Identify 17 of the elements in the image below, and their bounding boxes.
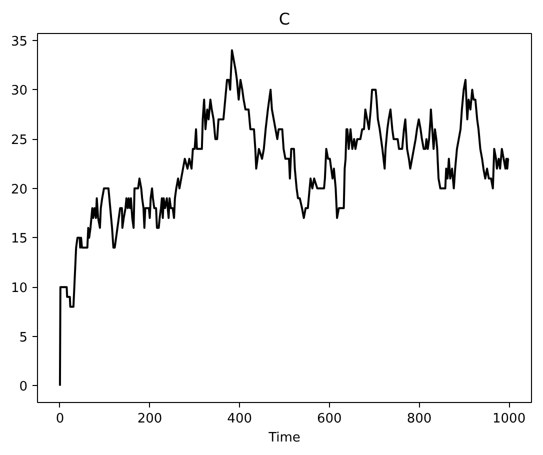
y-tick-label: 30 [10,84,28,99]
x-tick-label: 1000 [492,412,526,426]
y-tick-label: 25 [10,133,28,148]
x-tick-label: 200 [137,412,162,426]
y-tick-label: 5 [19,330,28,346]
x-tick-label: 400 [227,412,252,426]
chart-title: C [278,10,290,28]
line-series [58,49,510,387]
x-axis-title: Time [268,430,300,446]
y-tick-label: 10 [10,281,28,296]
y-tick-label: 15 [10,232,28,247]
y-tick-label: 0 [19,380,28,395]
x-tick-label: 0 [56,412,64,426]
x-tick-label: 600 [317,412,342,426]
x-tick-label: 800 [406,412,432,426]
y-tick-label: 20 [10,182,28,198]
y-tick-label: 35 [10,34,28,50]
